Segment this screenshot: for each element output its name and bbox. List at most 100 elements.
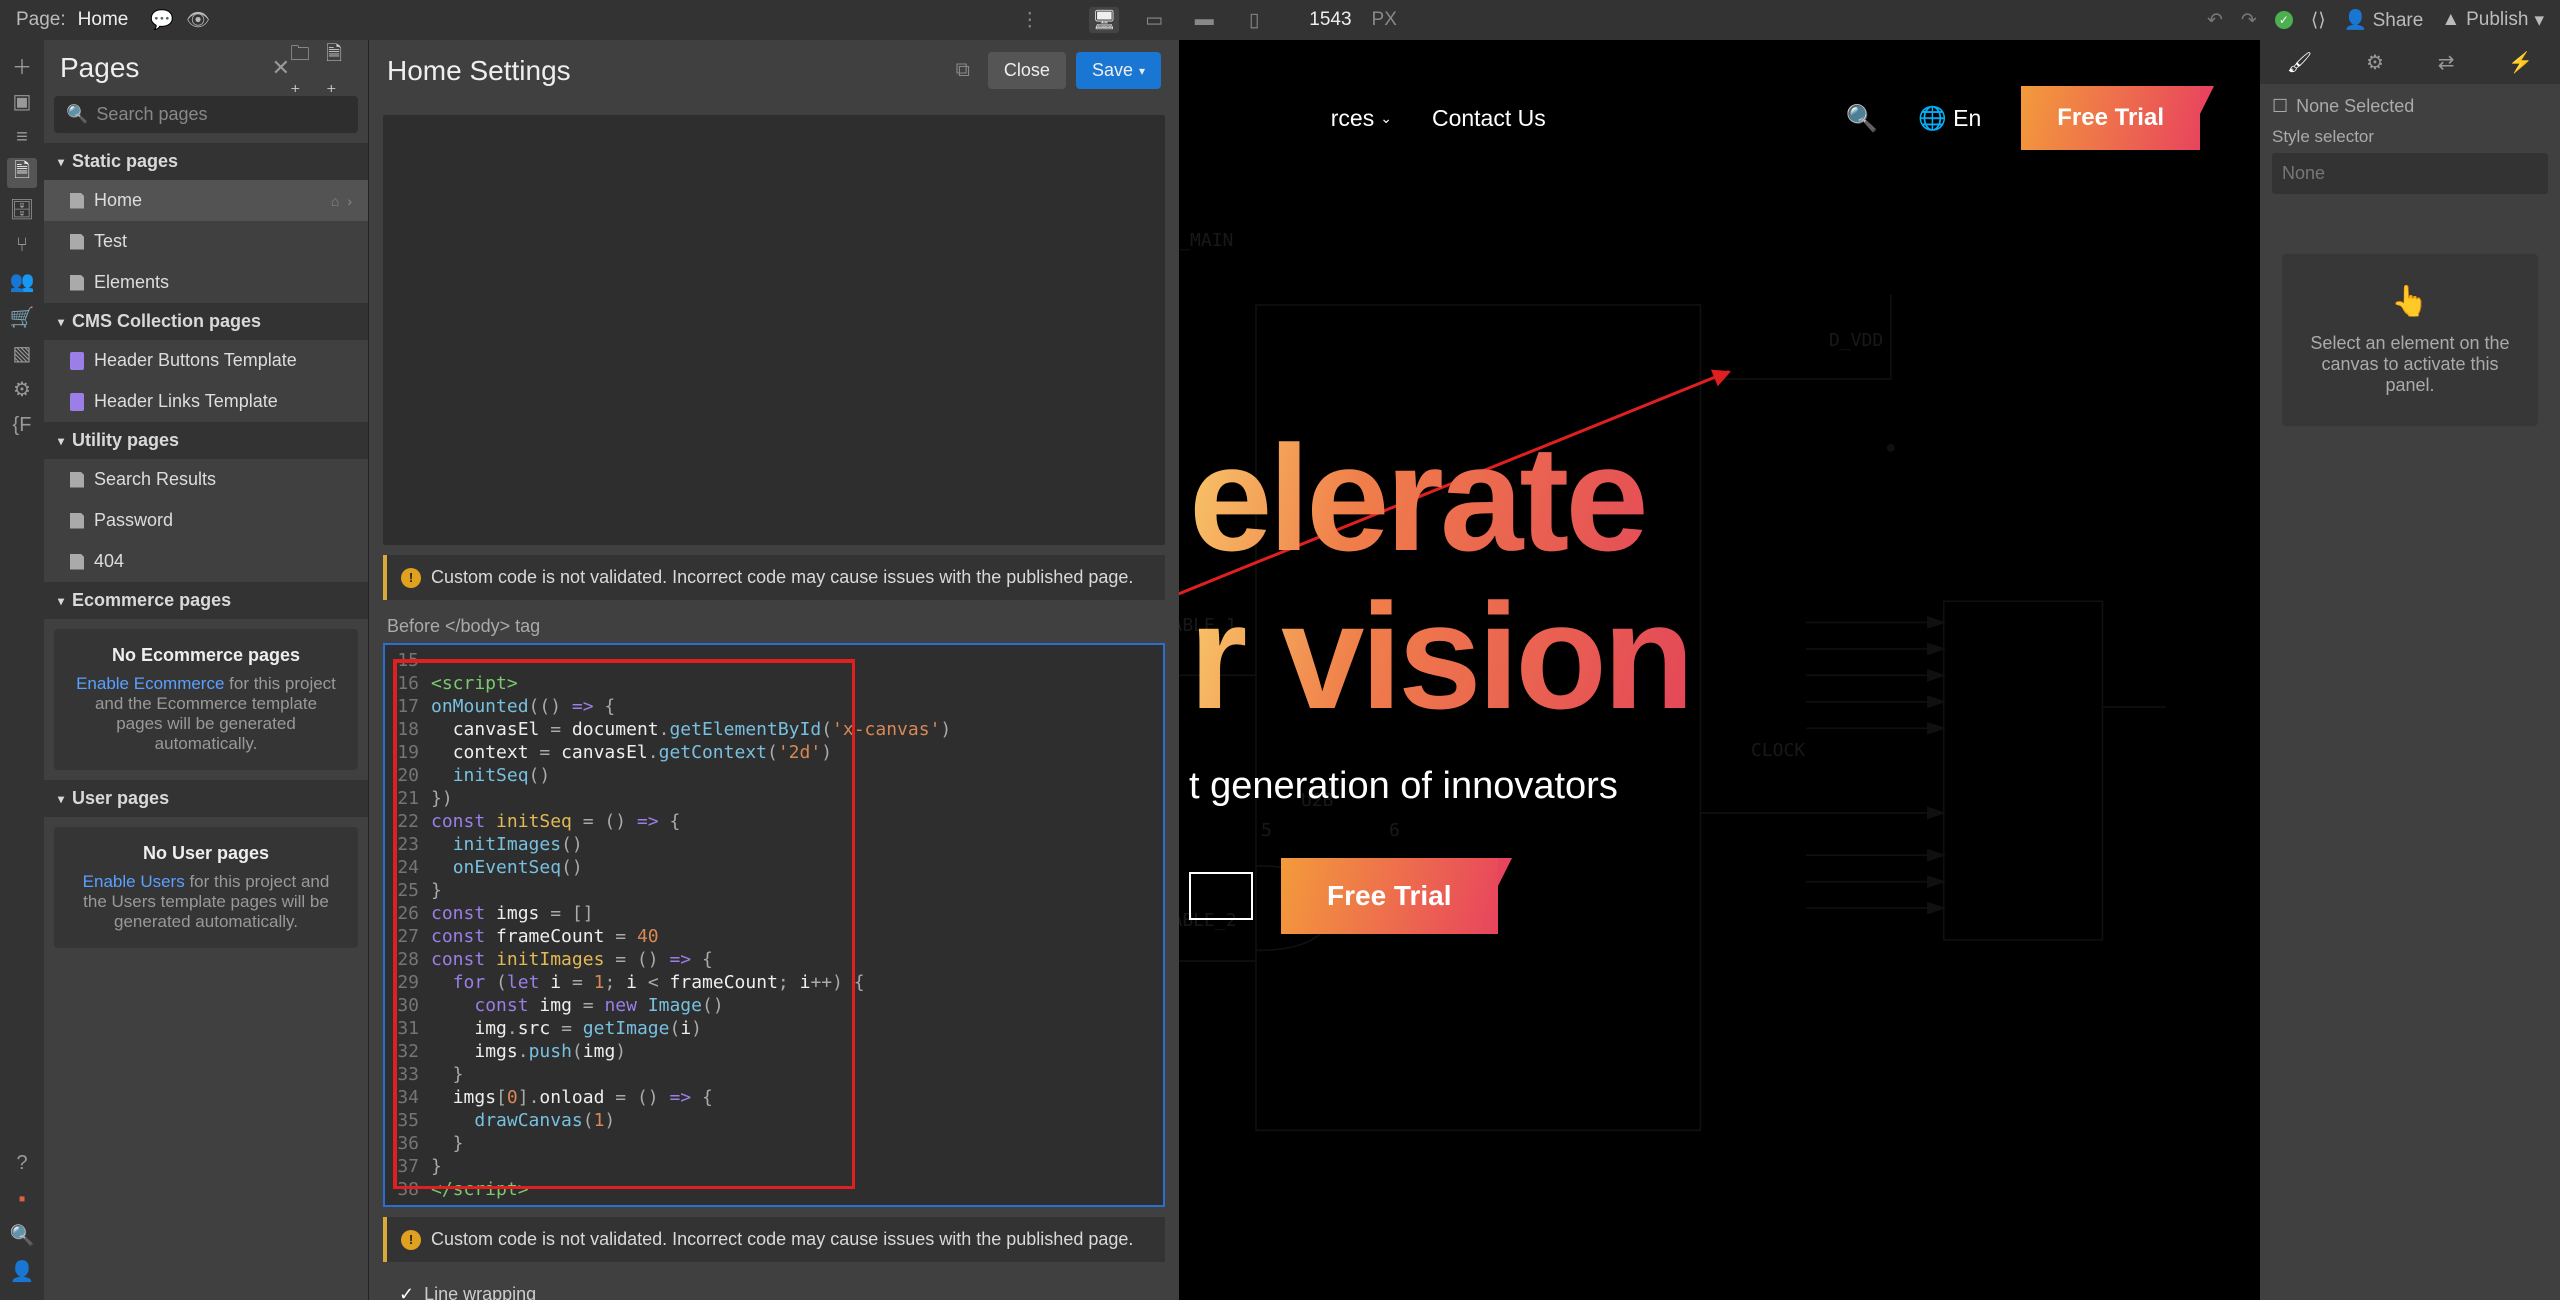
preview-icon[interactable]: 👁: [186, 8, 210, 32]
tab-settings[interactable]: ⚙: [2366, 50, 2384, 75]
warning-text: Custom code is not validated. Incorrect …: [431, 1229, 1133, 1250]
viewport-mobile[interactable]: ▯: [1239, 7, 1269, 33]
nav-cms-icon[interactable]: 🗄: [7, 194, 37, 224]
page-item-header-links[interactable]: Header Links Template: [44, 381, 368, 422]
search-icon: 🔍: [66, 104, 88, 125]
nav-resources[interactable]: rces ⌄: [1331, 105, 1392, 132]
lang-switch[interactable]: 🌐 En: [1918, 105, 1981, 132]
nav-layers-icon[interactable]: ▣: [7, 86, 37, 116]
info-title: No Ecommerce pages: [70, 645, 342, 666]
section-ecommerce[interactable]: Ecommerce pages: [44, 582, 368, 619]
tab-effects[interactable]: ⚡: [2508, 50, 2533, 75]
cta-free-trial[interactable]: Free Trial: [2021, 86, 2200, 150]
status-badge[interactable]: ✓: [2275, 11, 2293, 29]
publish-button[interactable]: ▲ Publish ▾: [2441, 9, 2544, 32]
section-utility[interactable]: Utility pages: [44, 422, 368, 459]
page-item-elements[interactable]: Elements: [44, 262, 368, 303]
settings-panel: Home Settings ⧉ Close Save ▾ ! Custom co…: [369, 40, 1179, 1300]
viewport-desktop[interactable]: 🖥: [1089, 7, 1119, 33]
nav-search-icon[interactable]: 🔍: [7, 1220, 37, 1250]
page-label: Page:: [16, 9, 66, 31]
new-page-icon[interactable]: 🗎₊: [326, 55, 352, 81]
site-nav: rces ⌄ Contact Us 🔍 🌐 En Free Trial: [1179, 68, 2230, 168]
page-icon: [70, 234, 84, 250]
nav-users-icon[interactable]: 👥: [7, 266, 37, 296]
redo-icon[interactable]: ↷: [2241, 9, 2257, 32]
comment-icon[interactable]: 💬: [150, 8, 174, 32]
nav-settings-icon[interactable]: ⚙: [7, 374, 37, 404]
nav-variables-icon[interactable]: {F: [7, 410, 37, 440]
page-item-home[interactable]: Home ⌂›: [44, 180, 368, 221]
nav-assets-icon[interactable]: ▧: [7, 338, 37, 368]
line-wrapping-label: Line wrapping: [424, 1284, 536, 1300]
enable-users-link[interactable]: Enable Users: [83, 872, 185, 891]
page-item-404[interactable]: 404: [44, 541, 368, 582]
close-button[interactable]: Close: [988, 52, 1066, 89]
style-selector-label: Style selector: [2272, 127, 2548, 147]
warning-bar: ! Custom code is not validated. Incorrec…: [383, 555, 1165, 600]
pages-close-icon[interactable]: ✕: [272, 55, 290, 81]
hero: elerate r vision t generation of innovat…: [1189, 420, 1691, 934]
search-pages-input[interactable]: 🔍 Search pages: [54, 96, 358, 133]
search-placeholder: Search pages: [96, 104, 207, 125]
share-button[interactable]: 👤 Share: [2344, 8, 2424, 32]
viewport-mobile-l[interactable]: ▬: [1189, 7, 1219, 33]
nav-ecommerce-icon[interactable]: 🛒: [7, 302, 37, 332]
nav-contact[interactable]: Contact Us: [1432, 105, 1546, 132]
code-icon[interactable]: ⟨⟩: [2311, 9, 2326, 32]
line-wrapping-toggle[interactable]: ✓ Line wrapping: [383, 1272, 1165, 1300]
user-info: No User pages Enable Users for this proj…: [54, 827, 358, 948]
save-button[interactable]: Save ▾: [1076, 52, 1161, 89]
style-selector-input[interactable]: None: [2272, 153, 2548, 194]
viewport-tablet[interactable]: ▭: [1139, 7, 1169, 33]
undo-icon[interactable]: ↶: [2207, 9, 2223, 32]
hero-cta-button[interactable]: Free Trial: [1281, 858, 1498, 934]
page-item-password[interactable]: Password: [44, 500, 368, 541]
canvas-preview[interactable]: NABLE_MAIN _ENABLE_1 _ENABLE_2 D_VDD CLO…: [1179, 40, 2260, 1300]
page-item-search[interactable]: Search Results: [44, 459, 368, 500]
right-tabs: 🖌 ⚙ ⇄ ⚡: [2260, 40, 2560, 84]
nav-account-icon[interactable]: 👤: [7, 1256, 37, 1286]
page-name[interactable]: Home: [78, 9, 129, 31]
nav-logic-icon[interactable]: ⑂: [7, 230, 37, 260]
left-nav-rail: ＋ ▣ ≡ 🗎 🗄 ⑂ 👥 🛒 ▧ ⚙ {F ? ▪ 🔍 👤: [0, 40, 44, 1300]
warning-icon: !: [401, 568, 421, 588]
code-editor[interactable]: 1516<script>17onMounted(() => {18 canvas…: [383, 643, 1165, 1207]
search-icon[interactable]: 🔍: [1846, 103, 1878, 134]
warning-text: Custom code is not validated. Incorrect …: [431, 567, 1133, 588]
nav-audit-icon[interactable]: ▪: [7, 1184, 37, 1214]
warning-icon: !: [401, 1230, 421, 1250]
page-icon: [70, 554, 84, 570]
page-item-header-buttons[interactable]: Header Buttons Template: [44, 340, 368, 381]
pointer-icon: 👆: [2298, 284, 2522, 319]
nav-add-icon[interactable]: ＋: [7, 50, 37, 80]
nav-tree-icon[interactable]: ≡: [7, 122, 37, 152]
pages-title: Pages: [60, 52, 262, 84]
section-static[interactable]: Static pages: [44, 143, 368, 180]
nav-help-icon[interactable]: ?: [7, 1148, 37, 1178]
tab-style[interactable]: 🖌: [2287, 50, 2312, 75]
none-selected-icon: ☐: [2272, 96, 2288, 117]
menu-icon[interactable]: ⋮: [1020, 9, 1039, 32]
page-icon: [70, 472, 84, 488]
section-cms[interactable]: CMS Collection pages: [44, 303, 368, 340]
copy-icon[interactable]: ⧉: [956, 59, 970, 82]
enable-ecommerce-link[interactable]: Enable Ecommerce: [76, 674, 224, 693]
circuit-label: D_VDD: [1829, 330, 1883, 351]
nav-pages-icon[interactable]: 🗎: [7, 158, 37, 188]
hero-outline-btn[interactable]: [1189, 872, 1253, 920]
page-item-test[interactable]: Test: [44, 221, 368, 262]
page-icon: [70, 193, 84, 209]
page-label: Elements: [94, 272, 169, 293]
page-label: Home: [94, 190, 142, 211]
tab-interactions[interactable]: ⇄: [2438, 50, 2455, 75]
new-folder-icon[interactable]: 🗀₊: [290, 55, 316, 81]
page-icon: [70, 275, 84, 291]
right-panel: 🖌 ⚙ ⇄ ⚡ ☐ None Selected Style selector N…: [2260, 40, 2560, 1300]
home-icon: ⌂: [331, 193, 339, 209]
section-user[interactable]: User pages: [44, 780, 368, 817]
cms-icon: [70, 393, 84, 411]
hero-subtitle: t generation of innovators: [1189, 765, 1691, 808]
viewport-width: 1543: [1309, 9, 1351, 31]
upper-code-area[interactable]: [383, 115, 1165, 545]
